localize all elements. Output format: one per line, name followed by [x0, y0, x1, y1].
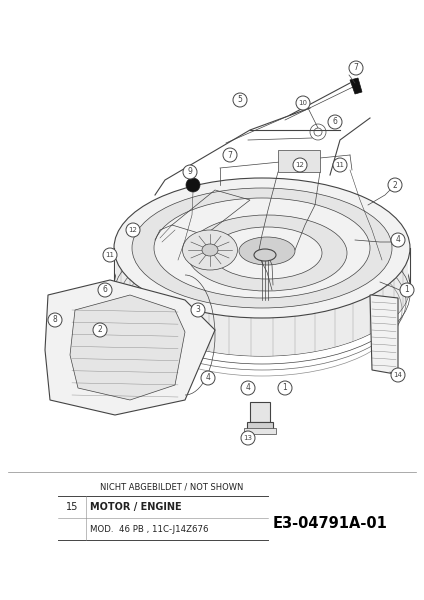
Circle shape [241, 431, 255, 445]
Circle shape [278, 381, 292, 395]
Text: 4: 4 [206, 373, 210, 383]
Ellipse shape [254, 249, 276, 261]
Text: 11: 11 [335, 162, 344, 168]
Text: MOD.  46 PB , 11C-J14Z676: MOD. 46 PB , 11C-J14Z676 [90, 524, 209, 533]
Circle shape [241, 381, 255, 395]
Polygon shape [116, 259, 408, 356]
Circle shape [191, 303, 205, 317]
Text: 12: 12 [296, 162, 304, 168]
Ellipse shape [154, 198, 370, 298]
Polygon shape [45, 280, 215, 415]
Ellipse shape [187, 215, 347, 291]
Text: 11: 11 [106, 252, 114, 258]
Text: E3-04791A-01: E3-04791A-01 [273, 517, 388, 532]
Circle shape [400, 283, 414, 297]
Circle shape [183, 165, 197, 179]
Text: 4: 4 [245, 383, 251, 392]
Text: 2: 2 [393, 181, 397, 190]
Circle shape [349, 61, 363, 75]
Text: 13: 13 [243, 435, 253, 441]
Text: MOTOR / ENGINE: MOTOR / ENGINE [90, 502, 181, 512]
Text: 6: 6 [103, 286, 107, 295]
Circle shape [223, 148, 237, 162]
Text: 10: 10 [298, 100, 307, 106]
Bar [247, 422, 273, 430]
Circle shape [186, 178, 200, 192]
Circle shape [126, 223, 140, 237]
Ellipse shape [114, 178, 410, 318]
Text: NICHT ABGEBILDET / NOT SHOWN: NICHT ABGEBILDET / NOT SHOWN [100, 482, 243, 491]
Circle shape [103, 248, 117, 262]
Circle shape [201, 371, 215, 385]
Bar [244, 428, 276, 434]
Circle shape [48, 313, 62, 327]
Polygon shape [350, 78, 362, 94]
Ellipse shape [212, 227, 322, 279]
Circle shape [93, 323, 107, 337]
Bar [278, 150, 320, 172]
Text: 4: 4 [396, 235, 400, 245]
Circle shape [328, 115, 342, 129]
Circle shape [293, 158, 307, 172]
Text: 8: 8 [53, 316, 57, 325]
Circle shape [391, 233, 405, 247]
Circle shape [333, 158, 347, 172]
Text: 2: 2 [98, 325, 102, 335]
Text: 9: 9 [187, 167, 192, 176]
Text: 6: 6 [332, 118, 338, 127]
Polygon shape [70, 295, 185, 400]
Text: 7: 7 [354, 64, 358, 73]
Ellipse shape [182, 230, 237, 270]
Text: 7: 7 [228, 151, 232, 160]
Text: 12: 12 [128, 227, 137, 233]
Bar [250, 402, 270, 422]
Ellipse shape [202, 244, 218, 256]
Text: 1: 1 [283, 383, 287, 392]
Circle shape [233, 93, 247, 107]
Circle shape [98, 283, 112, 297]
Text: 5: 5 [237, 95, 243, 104]
Circle shape [296, 96, 310, 110]
Ellipse shape [239, 237, 295, 265]
Text: 15: 15 [66, 502, 78, 512]
Text: 14: 14 [393, 372, 402, 378]
Text: 1: 1 [404, 286, 410, 295]
Ellipse shape [132, 188, 392, 308]
Circle shape [391, 368, 405, 382]
Polygon shape [370, 295, 398, 374]
Text: 3: 3 [195, 305, 201, 314]
Circle shape [388, 178, 402, 192]
